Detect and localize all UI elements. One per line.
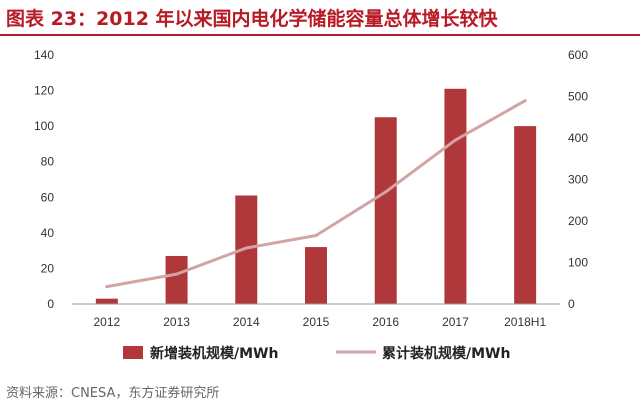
left-axis-ticks: 0 20 40 60 80 100 120 140: [34, 48, 54, 311]
x-tick-label: 2014: [233, 315, 260, 329]
right-tick-label: 100: [568, 256, 588, 270]
right-tick-label: 500: [568, 90, 588, 104]
bar-2018H1: [514, 126, 537, 305]
right-tick-label: 600: [568, 48, 588, 62]
left-tick-label: 0: [47, 297, 54, 311]
right-tick-label: 400: [568, 131, 588, 145]
right-tick-label: 0: [568, 297, 575, 311]
x-tick-label: 2013: [163, 315, 190, 329]
left-tick-label: 140: [34, 48, 54, 62]
line-point-2015: [314, 234, 318, 238]
x-tick-label: 2018H1: [504, 315, 546, 329]
bar-2017: [444, 88, 467, 305]
x-tick-label: 2017: [442, 315, 469, 329]
bar-2016: [374, 117, 397, 304]
bar-series: [95, 88, 537, 305]
x-tick-label: 2015: [303, 315, 330, 329]
line-point-2017: [453, 138, 457, 142]
title-divider: [0, 34, 640, 36]
source-note: 资料来源：CNESA，东方证券研究所: [6, 386, 220, 401]
bar-2015: [305, 247, 327, 304]
left-tick-label: 20: [41, 261, 55, 275]
line-series: [105, 99, 527, 289]
line-point-2018H1: [523, 99, 527, 103]
line-point-2012: [105, 285, 109, 289]
right-tick-label: 200: [568, 214, 588, 228]
legend: 新增装机规模/MWh 累计装机规模/MWh: [123, 345, 510, 362]
line-point-2014: [244, 246, 248, 250]
left-tick-label: 100: [34, 119, 54, 133]
right-axis-ticks: 0 100 200 300 400 500 600: [568, 48, 588, 311]
left-tick-label: 40: [41, 226, 55, 240]
x-axis-ticks: 2012 2013 2014 2015 2016 2017 2018H1: [94, 315, 547, 329]
left-tick-label: 120: [34, 84, 54, 98]
line-point-2016: [384, 190, 388, 194]
left-tick-label: 80: [41, 155, 55, 169]
bar-2012: [95, 298, 118, 304]
legend-label-bar: 新增装机规模/MWh: [150, 345, 278, 362]
line-point-2013: [175, 272, 179, 276]
legend-label-line: 累计装机规模/MWh: [382, 345, 510, 362]
legend-swatch-bar: [123, 346, 143, 359]
left-tick-label: 60: [41, 190, 55, 204]
right-tick-label: 300: [568, 173, 588, 187]
bar-2014: [235, 195, 258, 304]
bar-2013: [165, 255, 188, 304]
x-tick-label: 2012: [94, 315, 121, 329]
x-tick-label: 2016: [372, 315, 399, 329]
chart-title: 图表 23：2012 年以来国内电化学储能容量总体增长较快: [6, 8, 498, 30]
